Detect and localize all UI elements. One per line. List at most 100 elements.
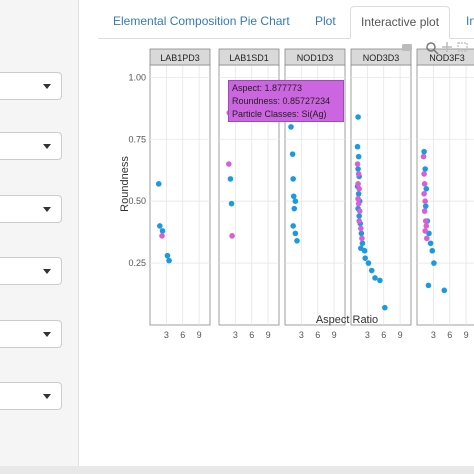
x-tick-label: 3 — [431, 330, 436, 340]
facet-strip — [284, 48, 346, 66]
data-point-si — [288, 124, 294, 130]
tab-elemental-composition-pie-chart[interactable]: Elemental Composition Pie Chart — [113, 14, 290, 28]
data-point-siag — [424, 235, 430, 242]
x-tick-label: 6 — [315, 330, 320, 340]
chevron-down-icon — [43, 144, 51, 149]
data-point-siag — [422, 218, 429, 224]
data-point-si — [425, 282, 432, 289]
data-point-si — [372, 275, 378, 281]
facet-label: NOD1D3 — [297, 53, 334, 63]
data-point-siag — [423, 223, 430, 229]
data-point-si — [354, 143, 361, 150]
pan-icon[interactable] — [442, 42, 452, 52]
chevron-down-icon — [43, 84, 51, 89]
data-point-si — [362, 255, 368, 261]
select-input-6[interactable] — [0, 382, 62, 410]
y-axis-label: Roundness — [119, 156, 131, 212]
tooltip-aspect: Aspect: 1.877773 — [232, 83, 303, 93]
interactive-scatter-plot[interactable]: LAB1PD3 3 6 9 LAB1SD1 3 6 9 NOD1D3 3 6 9 NOD3D3 3 6 9 NO… — [98, 39, 474, 466]
data-point-si — [355, 114, 361, 120]
box-select-icon[interactable] — [457, 42, 468, 52]
data-point-si — [292, 198, 299, 204]
data-point-si — [427, 240, 434, 247]
data-point-siag — [355, 181, 361, 187]
data-point-si — [377, 277, 383, 284]
tab-bar: Elemental Composition Pie Chart Plot Int… — [98, 0, 474, 39]
data-point-siag — [356, 186, 362, 192]
sidebar-panel — [0, 0, 79, 467]
select-input-4[interactable] — [0, 257, 62, 285]
data-point-siag — [229, 233, 235, 239]
data-point-siag — [356, 208, 363, 214]
data-point-siag — [421, 208, 428, 214]
data-point-si — [431, 260, 437, 266]
tooltip-particle-class: Particle Classes: Si(Ag) — [232, 109, 327, 119]
chevron-down-icon — [43, 269, 51, 274]
data-point-si — [356, 213, 362, 219]
select-input-2[interactable] — [0, 132, 62, 160]
x-tick-label: 9 — [464, 330, 469, 340]
data-point-si — [368, 267, 375, 274]
data-point-siag — [355, 171, 362, 177]
data-point-siag — [359, 235, 365, 242]
data-point-siag — [355, 200, 362, 207]
x-tick-label: 9 — [398, 330, 403, 340]
data-point-siag — [420, 153, 427, 160]
data-point-si — [355, 153, 362, 160]
data-point-si — [155, 181, 162, 187]
y-tick-label: 0.50 — [128, 196, 146, 206]
facet-label: LAB1SD1 — [229, 53, 269, 63]
data-point-si — [359, 240, 366, 247]
data-point-si — [358, 230, 365, 237]
zoom-icon[interactable] — [426, 42, 439, 55]
data-point-siag — [421, 190, 427, 197]
data-point-siag — [356, 218, 362, 224]
data-point-si — [292, 230, 299, 237]
facet-strip — [218, 48, 280, 66]
data-point-si — [358, 245, 364, 252]
data-point-siag — [226, 161, 232, 167]
chevron-down-icon — [43, 394, 51, 399]
x-tick-label: 6 — [381, 330, 386, 340]
data-point-siag — [159, 233, 165, 239]
data-point-si — [290, 223, 296, 229]
tab-plot[interactable]: Plot — [315, 14, 336, 28]
select-input-1[interactable] — [0, 72, 62, 100]
facet-strip — [350, 48, 412, 66]
data-point-si — [355, 190, 362, 197]
data-point-si — [228, 200, 235, 207]
camera-icon[interactable] — [402, 44, 412, 51]
data-point-si — [291, 205, 298, 212]
y-tick-label: 0.25 — [128, 258, 146, 268]
data-point-si — [164, 252, 171, 259]
data-point-si — [441, 287, 448, 294]
facet-label: LAB1PD3 — [160, 53, 200, 63]
x-tick-label: 9 — [332, 330, 337, 340]
hover-tooltip: Aspect: 1.877773 Roundness: 0.85727234 P… — [228, 80, 344, 122]
data-point-siag — [358, 225, 364, 232]
tab-more[interactable]: In — [466, 14, 474, 28]
select-input-3[interactable] — [0, 195, 62, 223]
data-point-si — [365, 260, 372, 266]
tab-interactive-plot[interactable]: Interactive plot — [350, 6, 451, 39]
data-point-si — [423, 186, 430, 192]
facet-label: NOD3F3 — [429, 53, 465, 63]
x-tick-label: 6 — [447, 330, 452, 340]
select-input-5[interactable] — [0, 320, 62, 348]
x-tick-label: 3 — [233, 330, 238, 340]
panel-background — [149, 64, 211, 326]
data-point-siag — [422, 228, 428, 234]
data-point-si — [422, 166, 428, 172]
y-tick-label: 1.00 — [128, 72, 146, 82]
data-point-si — [159, 228, 166, 234]
data-point-si — [429, 247, 436, 254]
data-point-si — [157, 223, 163, 229]
x-axis-label: Aspect Ratio — [316, 314, 378, 326]
x-tick-label: 6 — [180, 330, 185, 340]
x-tick-label: 3 — [164, 330, 169, 340]
x-tick-label: 6 — [249, 330, 254, 340]
facet-label: NOD3D3 — [363, 53, 400, 63]
data-point-si — [290, 176, 296, 182]
y-tick-label: 0.75 — [128, 134, 146, 144]
data-point-si — [355, 166, 361, 172]
